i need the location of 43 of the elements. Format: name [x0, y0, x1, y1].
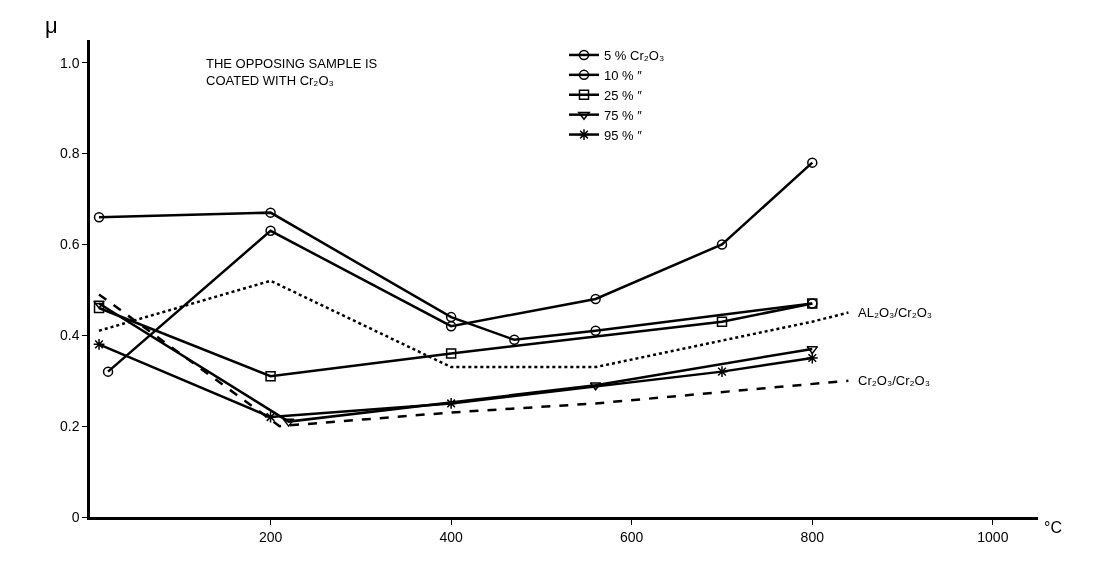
point [509, 334, 520, 346]
y-tick-label: 0.8 [59, 145, 80, 162]
legend-label: 95 % ″ [604, 127, 643, 143]
point [807, 157, 818, 168]
y-tick-label: 0 [71, 508, 80, 525]
point [93, 302, 105, 314]
point [806, 345, 819, 355]
legend-label: 75 % ″ [604, 107, 643, 123]
x-tick-label: 200 [258, 528, 283, 545]
x-axis-title: °C [1044, 519, 1062, 536]
point [265, 225, 276, 237]
point [265, 370, 276, 382]
point [445, 348, 457, 359]
point [806, 351, 819, 365]
point [716, 239, 728, 250]
x-tick-label: 600 [620, 528, 644, 545]
point [444, 397, 458, 410]
point [93, 211, 105, 223]
point [264, 410, 277, 424]
series-label: Cr₂O₃/Cr₂O₃ [858, 373, 930, 388]
point [102, 366, 114, 377]
x-tick-label: 400 [439, 528, 464, 545]
point [590, 293, 601, 305]
annotation: THE OPPOSING SAMPLE IS COATED WITH Cr₂O₃ [206, 56, 378, 88]
y-tick-label: 1.0 [59, 54, 80, 71]
point [445, 311, 457, 323]
point [716, 316, 728, 327]
x-tick-label: 1000 [977, 528, 1009, 545]
legend-label: 10 % ″ [604, 67, 643, 83]
x-tick-label: 800 [800, 528, 825, 545]
legend-label: 5 % Cr₂O₃ [604, 48, 665, 64]
y-tick-label: 0.6 [59, 236, 80, 253]
legend-label: 25 % ″ [604, 87, 643, 103]
point [265, 207, 276, 218]
point [590, 325, 601, 336]
y-tick-label: 0.2 [59, 418, 80, 435]
point [93, 300, 105, 309]
point [715, 365, 729, 378]
point [92, 338, 106, 351]
y-tick-label: 0.4 [59, 327, 80, 344]
point [445, 320, 457, 332]
series-label: AL₂O₃/Cr₂O₃ [858, 305, 933, 320]
y-axis-title: μ [45, 13, 58, 38]
